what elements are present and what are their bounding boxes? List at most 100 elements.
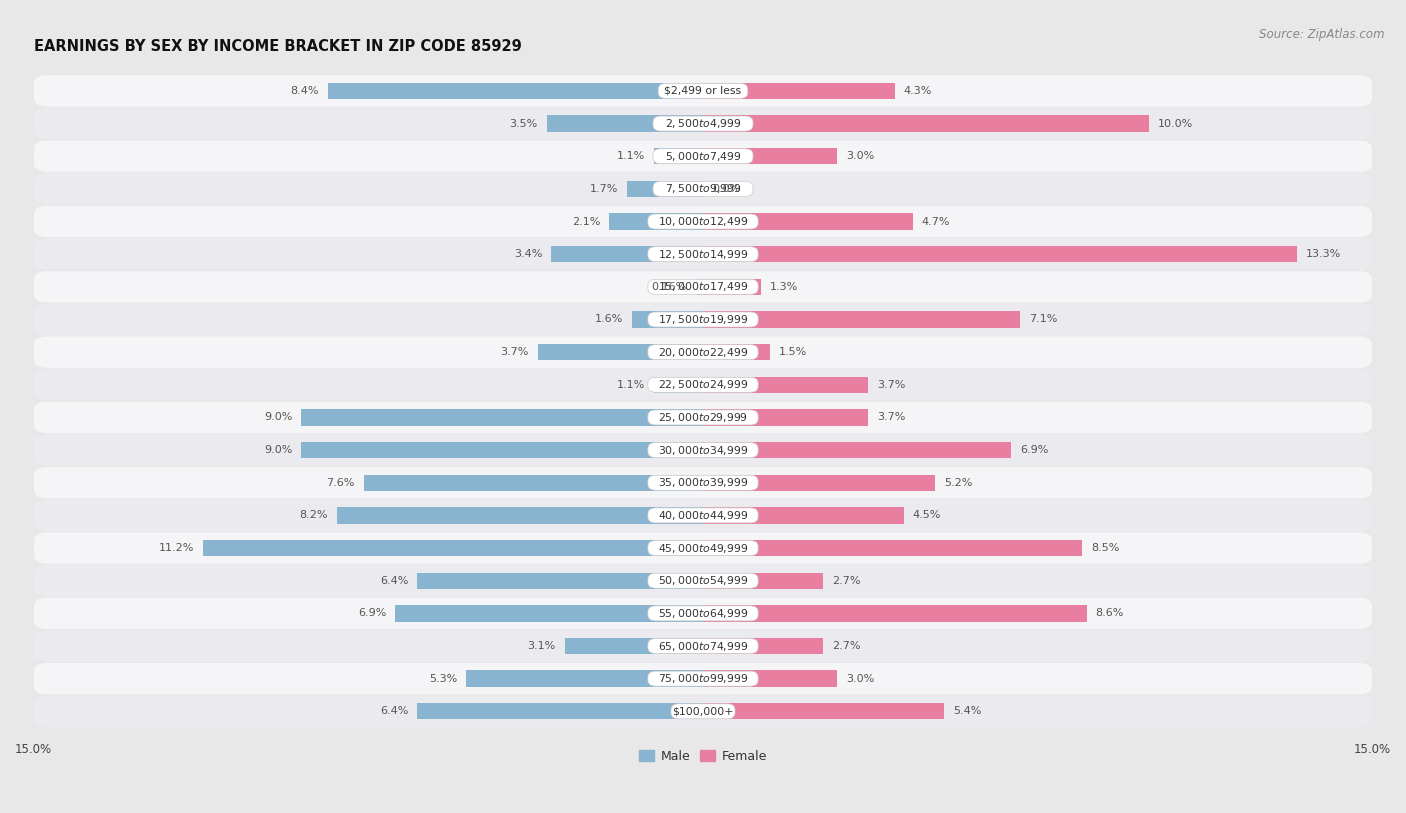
Bar <box>703 507 904 524</box>
Bar <box>631 311 703 328</box>
Text: 6.4%: 6.4% <box>380 706 409 716</box>
Bar <box>202 540 703 556</box>
Text: 8.5%: 8.5% <box>1091 543 1119 553</box>
Text: 3.0%: 3.0% <box>846 674 875 684</box>
FancyBboxPatch shape <box>34 434 1372 466</box>
Bar <box>696 279 703 295</box>
Bar <box>418 703 703 720</box>
Text: 5.2%: 5.2% <box>943 478 973 488</box>
FancyBboxPatch shape <box>658 84 748 98</box>
Text: 6.9%: 6.9% <box>357 608 387 619</box>
Legend: Male, Female: Male, Female <box>634 745 772 768</box>
Text: 0.0%: 0.0% <box>711 184 740 193</box>
Bar <box>703 311 1019 328</box>
Text: 4.5%: 4.5% <box>912 511 941 520</box>
FancyBboxPatch shape <box>648 442 758 458</box>
Text: 5.3%: 5.3% <box>429 674 457 684</box>
FancyBboxPatch shape <box>652 181 754 197</box>
FancyBboxPatch shape <box>648 541 758 555</box>
Bar <box>703 605 1087 621</box>
FancyBboxPatch shape <box>671 704 735 719</box>
Text: $40,000 to $44,999: $40,000 to $44,999 <box>658 509 748 522</box>
Text: 3.1%: 3.1% <box>527 641 555 651</box>
FancyBboxPatch shape <box>34 467 1372 498</box>
Text: 3.4%: 3.4% <box>515 249 543 259</box>
Bar <box>703 148 837 164</box>
Text: $55,000 to $64,999: $55,000 to $64,999 <box>658 606 748 620</box>
FancyBboxPatch shape <box>34 272 1372 302</box>
Text: $50,000 to $54,999: $50,000 to $54,999 <box>658 574 748 587</box>
Text: $7,500 to $9,999: $7,500 to $9,999 <box>665 182 741 195</box>
Bar <box>703 638 824 654</box>
FancyBboxPatch shape <box>648 312 758 327</box>
Bar <box>703 115 1149 132</box>
Bar <box>565 638 703 654</box>
Text: 8.4%: 8.4% <box>291 86 319 96</box>
FancyBboxPatch shape <box>648 573 758 589</box>
FancyBboxPatch shape <box>648 246 758 262</box>
Bar <box>654 376 703 393</box>
Text: 3.7%: 3.7% <box>501 347 529 357</box>
Bar <box>609 213 703 230</box>
Text: 13.3%: 13.3% <box>1306 249 1341 259</box>
FancyBboxPatch shape <box>648 672 758 686</box>
Text: $12,500 to $14,999: $12,500 to $14,999 <box>658 248 748 261</box>
FancyBboxPatch shape <box>648 606 758 621</box>
Bar <box>418 572 703 589</box>
FancyBboxPatch shape <box>34 696 1372 727</box>
FancyBboxPatch shape <box>34 533 1372 563</box>
FancyBboxPatch shape <box>648 280 758 294</box>
Text: EARNINGS BY SEX BY INCOME BRACKET IN ZIP CODE 85929: EARNINGS BY SEX BY INCOME BRACKET IN ZIP… <box>34 39 522 54</box>
Text: 11.2%: 11.2% <box>159 543 194 553</box>
Text: 1.7%: 1.7% <box>591 184 619 193</box>
FancyBboxPatch shape <box>648 345 758 359</box>
Text: 3.7%: 3.7% <box>877 412 905 423</box>
Bar <box>703 279 761 295</box>
FancyBboxPatch shape <box>34 173 1372 205</box>
Bar <box>395 605 703 621</box>
Text: 9.0%: 9.0% <box>264 412 292 423</box>
Text: 2.7%: 2.7% <box>832 641 860 651</box>
FancyBboxPatch shape <box>34 206 1372 237</box>
Text: 4.3%: 4.3% <box>904 86 932 96</box>
Bar <box>547 115 703 132</box>
Bar <box>301 409 703 425</box>
FancyBboxPatch shape <box>648 410 758 425</box>
Text: $17,500 to $19,999: $17,500 to $19,999 <box>658 313 748 326</box>
Bar <box>337 507 703 524</box>
Bar <box>538 344 703 360</box>
Bar <box>627 180 703 197</box>
Bar <box>703 442 1011 459</box>
FancyBboxPatch shape <box>652 149 754 163</box>
Text: 1.5%: 1.5% <box>779 347 807 357</box>
Text: 4.7%: 4.7% <box>922 216 950 227</box>
Text: 2.1%: 2.1% <box>572 216 600 227</box>
FancyBboxPatch shape <box>652 116 754 131</box>
FancyBboxPatch shape <box>34 565 1372 597</box>
FancyBboxPatch shape <box>648 214 758 229</box>
Text: $65,000 to $74,999: $65,000 to $74,999 <box>658 640 748 653</box>
Text: $100,000+: $100,000+ <box>672 706 734 716</box>
Text: $25,000 to $29,999: $25,000 to $29,999 <box>658 411 748 424</box>
Text: $2,500 to $4,999: $2,500 to $4,999 <box>665 117 741 130</box>
Text: 8.6%: 8.6% <box>1095 608 1125 619</box>
FancyBboxPatch shape <box>34 663 1372 694</box>
Text: 8.2%: 8.2% <box>299 511 328 520</box>
Bar <box>703 671 837 687</box>
Text: $45,000 to $49,999: $45,000 to $49,999 <box>658 541 748 554</box>
FancyBboxPatch shape <box>648 377 758 393</box>
Text: 9.0%: 9.0% <box>264 445 292 455</box>
Bar <box>703 409 868 425</box>
Bar <box>301 442 703 459</box>
FancyBboxPatch shape <box>34 369 1372 401</box>
Text: $35,000 to $39,999: $35,000 to $39,999 <box>658 476 748 489</box>
Text: 1.1%: 1.1% <box>617 151 645 161</box>
Bar <box>703 376 868 393</box>
Bar <box>703 344 770 360</box>
FancyBboxPatch shape <box>34 630 1372 662</box>
FancyBboxPatch shape <box>34 108 1372 139</box>
FancyBboxPatch shape <box>34 304 1372 335</box>
FancyBboxPatch shape <box>34 141 1372 172</box>
Text: 2.7%: 2.7% <box>832 576 860 585</box>
Text: 7.6%: 7.6% <box>326 478 354 488</box>
